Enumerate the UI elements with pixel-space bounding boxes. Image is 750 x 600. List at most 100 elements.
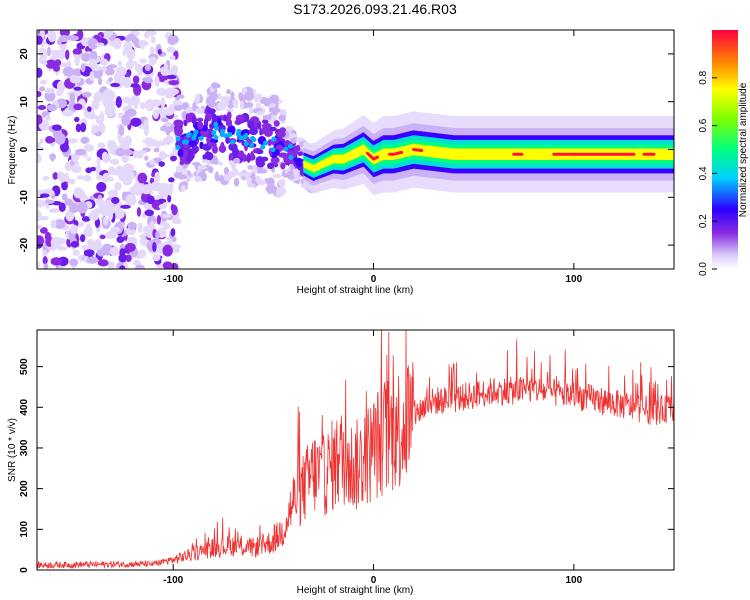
heatmap-transition-blob [221, 100, 230, 107]
heatmap-transition-blob [227, 170, 238, 178]
heatmap-noise-blob [42, 175, 50, 181]
heatmap-noise-blob [99, 234, 106, 240]
heatmap-transition-blob [195, 107, 205, 114]
heatmap-noise-blob [166, 69, 174, 75]
heatmap-noise-blob [48, 208, 60, 213]
heatmap-noise-blob [102, 88, 114, 101]
heatmap-noise-blob [121, 114, 131, 126]
heatmap-noise-blob [54, 59, 62, 67]
colorbar-tick-label: 0.0 [698, 262, 709, 276]
heatmap-noise-blob [61, 109, 74, 117]
heatmap-noise-blob [165, 135, 174, 143]
heatmap-noise-blob [118, 124, 125, 136]
heatmap-noise-blob [87, 113, 98, 120]
heatmap-noise-blob [82, 91, 92, 98]
heatmap-noise-blob [37, 199, 46, 208]
heatmap-transition-blob [219, 174, 224, 182]
heatmap-noise-blob [87, 106, 92, 112]
spectrogram-y-tick-label: -20 [19, 237, 30, 252]
heatmap-noise-blob [132, 150, 139, 159]
heatmap-noise-blob [153, 147, 160, 153]
heatmap-noise-blob [37, 114, 43, 125]
heatmap-noise-blob [122, 176, 133, 186]
heatmap-noise-blob [71, 165, 82, 174]
heatmap-transition-blob [294, 146, 299, 155]
heatmap-noise-blob [165, 126, 171, 136]
spectrogram-y-ticks: -20 -10 0 10 20 [19, 48, 674, 252]
spectrogram-y-axis-title: Frequency (Hz) [7, 116, 18, 185]
heatmap-noise-blob [87, 38, 99, 50]
heatmap-noise-blob [144, 155, 149, 161]
heatmap-transition-blob [239, 100, 245, 111]
heatmap-noise-blob [50, 49, 62, 56]
snr-y-axis-title: SNR (10 * v/v) [7, 418, 18, 482]
heatmap-noise-blob [45, 87, 55, 94]
heatmap-transition-blob [191, 145, 198, 155]
heatmap-noise-blob [44, 115, 51, 122]
heatmap-noise-blob [160, 117, 169, 123]
heatmap-noise-blob [148, 56, 158, 66]
heatmap-peak-point [198, 135, 204, 141]
heatmap-transition-blob [211, 145, 219, 154]
heatmap-peak-point [175, 144, 181, 150]
heatmap-noise-blob [65, 209, 75, 222]
heatmap-transition-blob [231, 147, 240, 158]
heatmap-noise-blob [146, 229, 153, 238]
heatmap-noise-blob [116, 236, 125, 243]
heatmap-transition-blob [206, 108, 216, 114]
heatmap-transition-blob [173, 119, 184, 127]
heatmap-noise-blob [167, 194, 172, 203]
heatmap-noise-blob [110, 82, 121, 88]
heatmap-noise-blob [150, 100, 161, 108]
heatmap-noise-blob [140, 184, 153, 195]
heatmap-transition-blob [226, 89, 232, 95]
colorbar-ticks: 0.0 0.2 0.4 0.6 0.8 [698, 70, 717, 276]
heatmap-noise-blob [107, 202, 116, 215]
heatmap-transition-blob [220, 95, 231, 102]
heatmap-noise-blob [57, 171, 65, 181]
heatmap-transition-blob [278, 178, 286, 188]
figure-title: S173.2026.093.21.46.R03 [293, 1, 457, 17]
spectrogram-y-tick-label: 20 [19, 48, 30, 60]
heatmap-noise-blob [137, 249, 147, 259]
heatmap-transition-blob [266, 162, 275, 170]
heatmap-noise-blob [167, 88, 180, 95]
heatmap-noise-blob [70, 161, 75, 166]
heatmap-transition-blob [244, 101, 254, 108]
heatmap-noise-blob [101, 151, 109, 163]
heatmap-transition-blob [273, 120, 280, 127]
heatmap-peak-point [236, 128, 242, 134]
heatmap-transition-blob [227, 104, 235, 109]
heatmap-noise-blob [50, 257, 62, 266]
heatmap-noise-blob [122, 76, 132, 88]
heatmap-transition-blob [256, 149, 264, 155]
heatmap-peak-point [223, 133, 229, 139]
heatmap-peak-point [213, 134, 219, 140]
heatmap-noise-blob [42, 61, 48, 66]
heatmap-transition-blob [246, 152, 251, 163]
heatmap-noise-blob [61, 180, 68, 191]
heatmap-noise-blob [86, 156, 92, 162]
snr-x-tick-label: 0 [371, 575, 377, 586]
heatmap-noise-blob [89, 71, 95, 82]
heatmap-noise-blob [39, 193, 50, 198]
heatmap-transition-blob [172, 99, 182, 106]
spectrogram-x-tick-label: 0 [371, 274, 377, 285]
heatmap-noise-blob [42, 256, 48, 265]
heatmap-transition-blob [244, 91, 251, 97]
heatmap-noise-blob [138, 124, 150, 130]
heatmap-noise-blob [135, 264, 145, 269]
heatmap-noise-blob [167, 39, 176, 45]
heatmap-noise-blob [47, 30, 57, 43]
heatmap-transition-blob [196, 117, 204, 123]
heatmap-noise-blob [115, 147, 125, 157]
heatmap-noise-blob [161, 213, 172, 219]
heatmap-noise-blob [118, 253, 128, 263]
colorbar-gradient [712, 30, 738, 269]
heatmap-noise-blob [160, 97, 166, 109]
heatmap-noise-blob [171, 218, 182, 225]
heatmap-transition-blob [193, 176, 203, 183]
heatmap-peak-point [243, 141, 249, 147]
heatmap-transition-blob [177, 149, 184, 158]
heatmap-noise-blob [115, 96, 122, 108]
